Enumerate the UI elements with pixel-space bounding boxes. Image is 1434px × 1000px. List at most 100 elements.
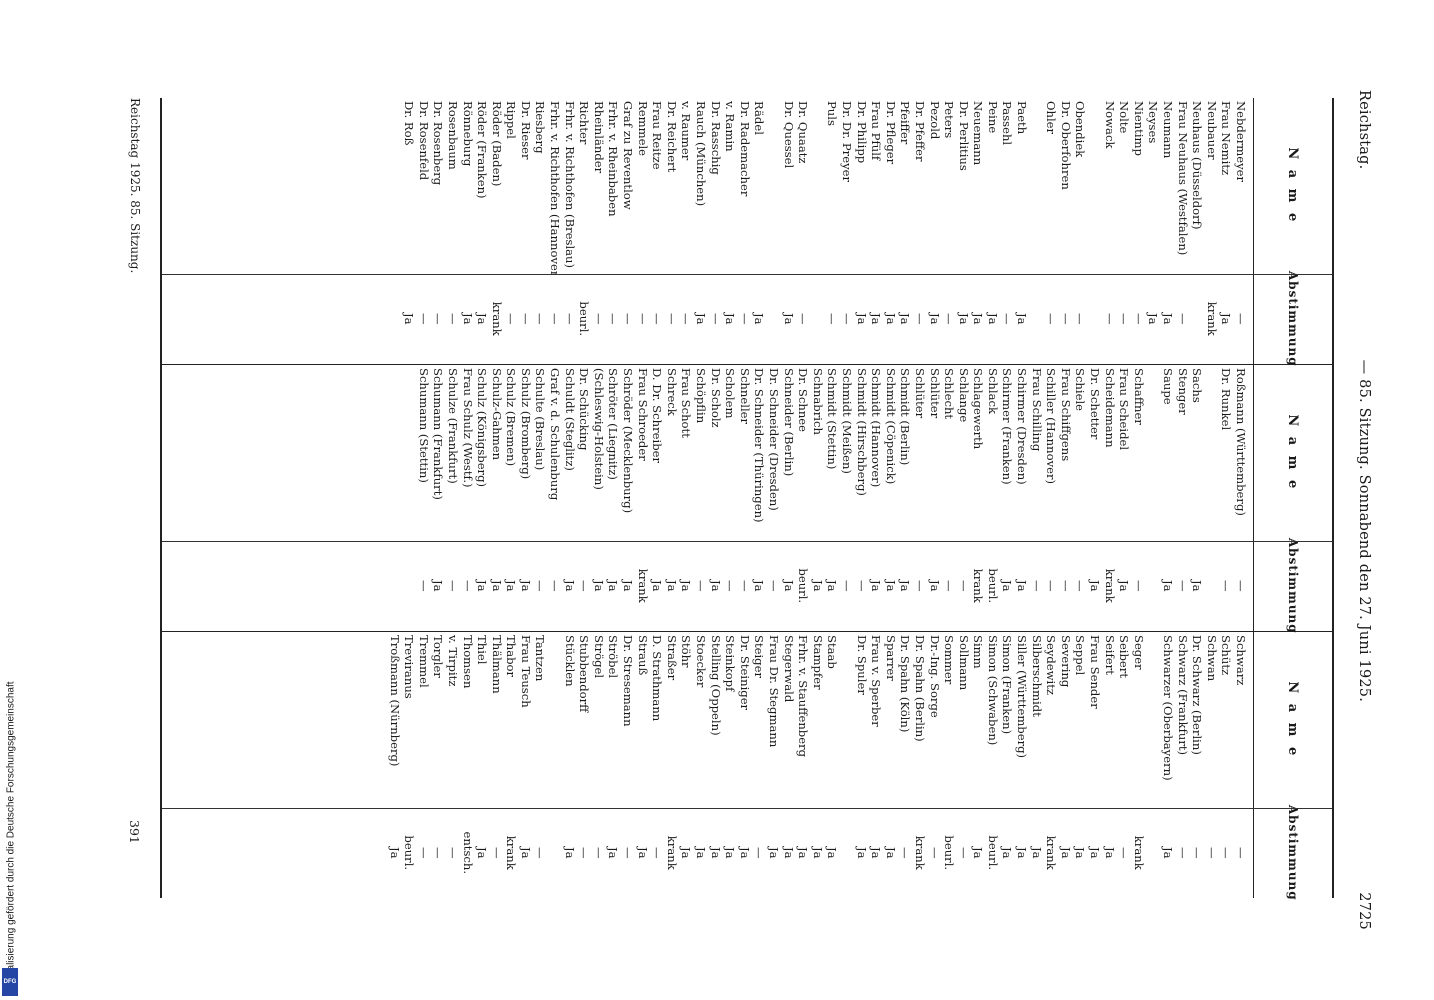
table-row: Scheidemann krank [1102, 365, 1117, 631]
table-row: Dr. Rosenberg — [431, 98, 445, 364]
table-row: Obendiek — [1073, 98, 1088, 364]
table-row: Dr. Pfeffer — [912, 98, 927, 364]
vote-value: — [1044, 579, 1059, 592]
member-name: D. Dr. Schreiber [650, 368, 665, 464]
member-name: Dr. Schetter [1088, 368, 1103, 440]
member-name: Stubbendorff [577, 635, 592, 713]
name-column-header: N a m e [1253, 365, 1332, 541]
vote-value: krank [635, 568, 650, 603]
table-row: Schröter (Liegnitz) Ja [606, 365, 621, 631]
member-name: Sollmann [956, 635, 971, 691]
name-column: N a m e [1253, 98, 1332, 274]
member-name: Riesberg [533, 101, 548, 154]
vote-value: krank [971, 568, 986, 603]
vote-value: Ja [694, 312, 709, 325]
member-name [1146, 365, 1161, 541]
member-name: Neumann [1161, 101, 1176, 159]
member-name: Schröder (Mecklenburg) [621, 368, 636, 514]
member-name: Obendiek [1073, 101, 1088, 158]
member-name: Schiele [1073, 368, 1088, 412]
member-name: Tremmel [416, 635, 431, 688]
table-row: Dr.-Ing. Sorge — [927, 632, 942, 898]
member-name: Neuhaus (Düsseldorf) [1190, 101, 1205, 230]
table-row: Sollmann — [956, 632, 971, 898]
table-row: Thomsen entsch. [460, 632, 475, 898]
table-row [1029, 98, 1044, 364]
table-row: Frhr. v. Richthofen (Hannover) — [548, 98, 562, 364]
member-name: Stegerwald [781, 635, 796, 703]
table-block: N a m e Abstimmung Roßmann (Württemberg) — D… [162, 365, 1332, 634]
table-row: Schulte (Breslau) — [533, 365, 548, 631]
table-row: Schwarzer (Oberbayern) Ja [1160, 632, 1175, 898]
member-name: Schmidt (Cöpenick) [883, 368, 898, 485]
member-name: Dr. Philipp [854, 101, 869, 164]
member-name: Frau Sender [1088, 635, 1103, 709]
table-row: v. Ramin Ja [723, 98, 737, 364]
vote-value: Ja [708, 579, 723, 592]
vote-value: Ja [883, 312, 898, 325]
table-row: Dr. Dr. Preyer — [839, 98, 854, 364]
vote-value: — [460, 579, 475, 592]
member-name: Torgler [431, 635, 446, 678]
vote-value: — [708, 312, 723, 325]
member-name: Schwarz (Frankfurt) [1175, 635, 1190, 756]
vote-value: — [416, 846, 431, 859]
vote-value: Ja [475, 846, 490, 859]
member-name: Schulze (Frankfurt) [445, 368, 460, 484]
vote-value: — [1117, 846, 1132, 859]
member-name: Schulte (Breslau) [533, 368, 548, 471]
vote-column-header: Abstimmung [1253, 271, 1332, 367]
member-name: Röder (Baden) [489, 101, 504, 187]
member-name: Schaffner [1131, 368, 1146, 425]
member-name: Schnabrich [810, 368, 825, 435]
vote-value: — [1190, 846, 1205, 859]
member-name: Dr. Spahn (Berlin) [912, 635, 927, 742]
table-row: Schröder (Mecklenburg) Ja [620, 365, 635, 631]
table-row: Frau Reitze — [650, 98, 664, 364]
member-name: Neyses [1146, 101, 1161, 144]
member-name: Frau Scheidel [1117, 368, 1132, 451]
vote-value: Ja [664, 579, 679, 592]
member-name: Stoecker [694, 635, 709, 688]
table-row: Strauß Ja [635, 632, 650, 898]
name-column-header: N a m e [1253, 98, 1332, 274]
vote-value: Ja [402, 312, 417, 325]
table-row: Dr. Philipp Ja [854, 98, 869, 364]
member-name: Dr. Quessel [781, 101, 796, 169]
member-name: Staab [825, 635, 840, 669]
member-name [548, 632, 563, 808]
vote-value: — [504, 312, 519, 325]
member-name: Dr. Rademacher [737, 101, 752, 197]
vote-value: Ja [898, 579, 913, 592]
table-row: Stöhr Ja [679, 632, 693, 898]
member-name: Ströbel [606, 635, 621, 679]
vote-value: — [942, 579, 957, 592]
table-row: Neuhaus (Düsseldorf) [1190, 98, 1205, 364]
table-row: Simm Ja [971, 632, 986, 898]
vote-value: Ja [387, 846, 402, 859]
member-name: Simm [971, 635, 986, 669]
vote-value: — [679, 312, 694, 325]
table-row: Seifert Ja [1102, 632, 1117, 898]
member-name: Schröter (Liegnitz) [606, 368, 621, 480]
table-row [839, 632, 854, 898]
member-name: Schmidt (Berlin) [898, 368, 913, 466]
member-name [1029, 98, 1044, 274]
member-name: Frau Schiffgens [1058, 368, 1073, 462]
vote-value: — [767, 579, 781, 592]
table-row: Schlecht — [942, 365, 957, 631]
table-row: Dr. Quaatz — [796, 98, 810, 364]
vote-value: — [1175, 846, 1190, 859]
member-name: Frau Teusch [518, 635, 533, 708]
vote-value [548, 808, 563, 898]
table-row: Dr. Spahn (Köln) — [898, 632, 912, 898]
vote-value: krank [504, 835, 519, 870]
table-row: v. Raumer — [679, 98, 694, 364]
table-row: Frau Sender Ja [1087, 632, 1102, 898]
member-name: Dr. Pfeffer [912, 101, 927, 162]
table-row: Remmele — [635, 98, 650, 364]
member-name: Schulz (Bromberg) [518, 368, 533, 480]
vote-value: Ja [621, 579, 636, 592]
vote-value: — [533, 579, 548, 592]
table-row: Schöpflin — [693, 365, 708, 631]
